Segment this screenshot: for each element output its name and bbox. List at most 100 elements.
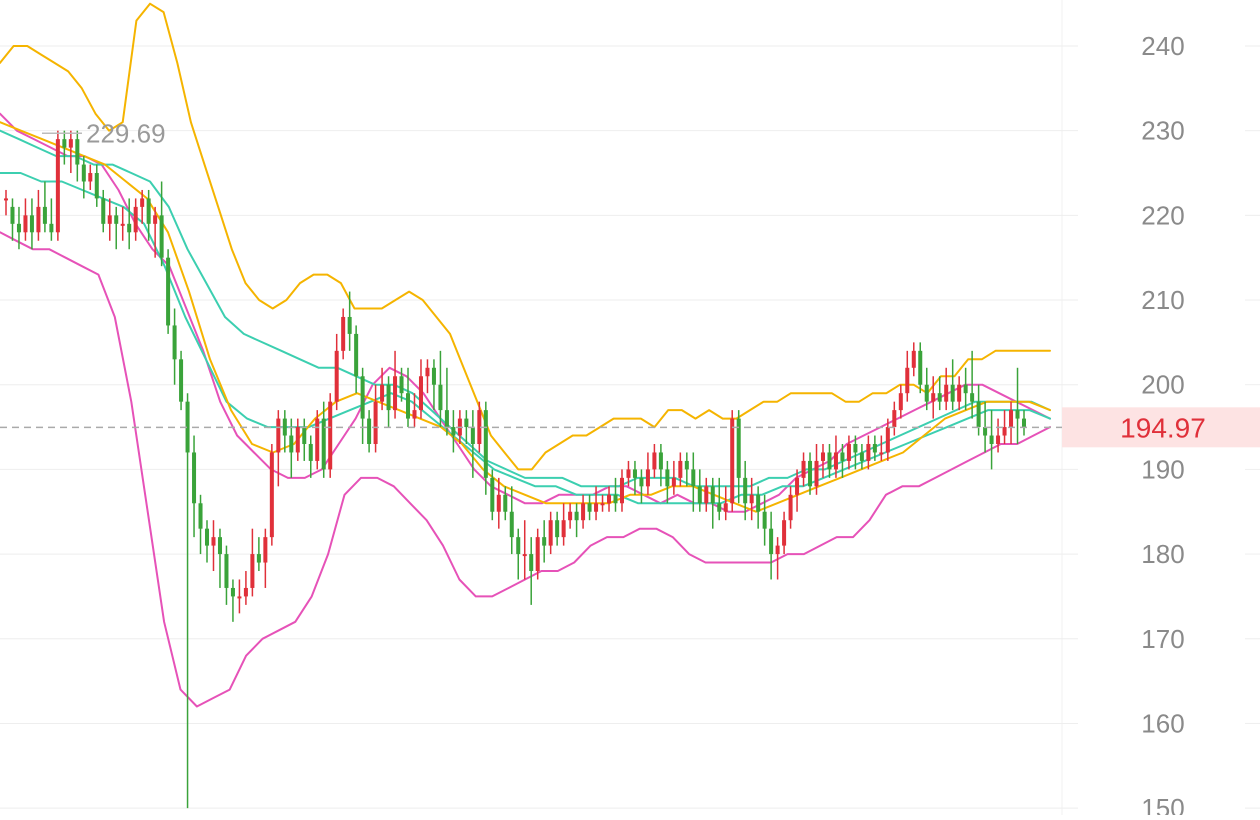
- candle-body: [749, 494, 754, 504]
- candle-body: [16, 223, 21, 233]
- y-tick-label: 210: [1141, 285, 1184, 315]
- indicator-line: [0, 2, 1051, 471]
- y-tick-label: 240: [1141, 31, 1184, 61]
- candle-body: [127, 223, 132, 233]
- candle-body: [782, 520, 787, 546]
- candle-body: [957, 384, 962, 402]
- candle-body: [302, 427, 307, 444]
- candle-body: [237, 596, 242, 599]
- y-tick-label: 150: [1141, 793, 1184, 815]
- current-price-label: 194.97: [1120, 412, 1206, 443]
- candle-body: [937, 393, 942, 402]
- candle-body: [42, 206, 47, 224]
- y-tick-label: 180: [1141, 539, 1184, 569]
- candle-body: [639, 477, 644, 487]
- candle-body: [924, 384, 929, 402]
- candle-body: [859, 452, 864, 461]
- candle-body: [496, 494, 501, 512]
- candle-body: [743, 477, 748, 504]
- candle-body: [263, 537, 268, 563]
- candle-body: [516, 537, 521, 555]
- candle-body: [963, 384, 968, 394]
- y-tick-label: 170: [1141, 624, 1184, 654]
- candle-body: [503, 494, 508, 512]
- candle-body: [594, 503, 599, 512]
- candle-body: [282, 418, 287, 436]
- candle-body: [697, 486, 702, 504]
- candle-body: [418, 376, 423, 411]
- candle-body: [1021, 418, 1027, 428]
- candle-body: [230, 587, 235, 597]
- candle-body: [211, 537, 216, 546]
- indicator-line: [0, 172, 1051, 505]
- candle-body: [632, 469, 637, 478]
- candle-body: [399, 376, 404, 394]
- candle-body: [944, 384, 949, 402]
- candle-body: [159, 215, 164, 258]
- candle-body: [354, 333, 359, 377]
- candle-body: [866, 443, 871, 461]
- high-marker-label: 229.69: [86, 118, 166, 148]
- candle-body: [153, 215, 158, 224]
- candle-body: [192, 452, 197, 504]
- candle-body: [801, 460, 806, 478]
- candle-body: [931, 393, 936, 402]
- candle-body: [898, 393, 903, 411]
- candle-body: [788, 494, 793, 521]
- candle-body: [386, 384, 391, 411]
- candle-body: [204, 528, 210, 546]
- candle-body: [840, 452, 845, 461]
- candle-body: [872, 443, 877, 453]
- candle-body: [341, 316, 346, 351]
- candle-body: [483, 410, 488, 478]
- candle-body: [431, 367, 436, 385]
- candle-body: [911, 350, 916, 368]
- candle-body: [1009, 410, 1014, 428]
- candle-body: [879, 452, 884, 455]
- y-tick-label: 220: [1141, 200, 1184, 230]
- candle-body: [269, 452, 274, 538]
- candle-body: [568, 511, 573, 521]
- candle-body: [535, 537, 540, 572]
- candle-body: [769, 528, 774, 555]
- candle-body: [490, 477, 495, 512]
- candle-body: [146, 198, 151, 224]
- candle-body: [704, 486, 709, 504]
- candle-body: [308, 443, 313, 461]
- indicator-line: [0, 121, 1051, 513]
- candle-body: [133, 206, 138, 233]
- candle-body: [1015, 410, 1020, 419]
- candle-body: [918, 350, 923, 385]
- candle-body: [140, 198, 145, 207]
- candle-body: [250, 554, 255, 588]
- candle-body: [996, 435, 1001, 444]
- candle-body: [619, 477, 624, 504]
- price-overlays: 194.97 229.69: [0, 118, 1260, 448]
- candle-body: [334, 350, 339, 402]
- candle-body: [81, 164, 86, 182]
- candle-body: [62, 139, 67, 148]
- candle-body: [600, 503, 605, 506]
- indicator-lines: [0, 2, 1051, 708]
- candle-body: [808, 460, 813, 487]
- y-tick-label: 200: [1141, 370, 1184, 400]
- candle-body: [198, 503, 203, 529]
- candle-body: [1002, 427, 1007, 436]
- candle-body: [29, 215, 34, 233]
- candle-body: [315, 418, 320, 461]
- candle-body: [522, 554, 527, 557]
- candle-body: [3, 198, 9, 201]
- candle-body: [684, 460, 689, 470]
- candle-body: [626, 469, 631, 478]
- candle-body: [723, 503, 728, 512]
- candle-body: [795, 477, 800, 495]
- candle-body: [107, 215, 112, 224]
- candle-body: [814, 460, 819, 487]
- candle-body: [509, 511, 514, 538]
- candle-body: [470, 427, 475, 444]
- candle-body: [820, 452, 826, 461]
- candle-body: [367, 418, 372, 444]
- y-tick-label: 160: [1141, 708, 1184, 738]
